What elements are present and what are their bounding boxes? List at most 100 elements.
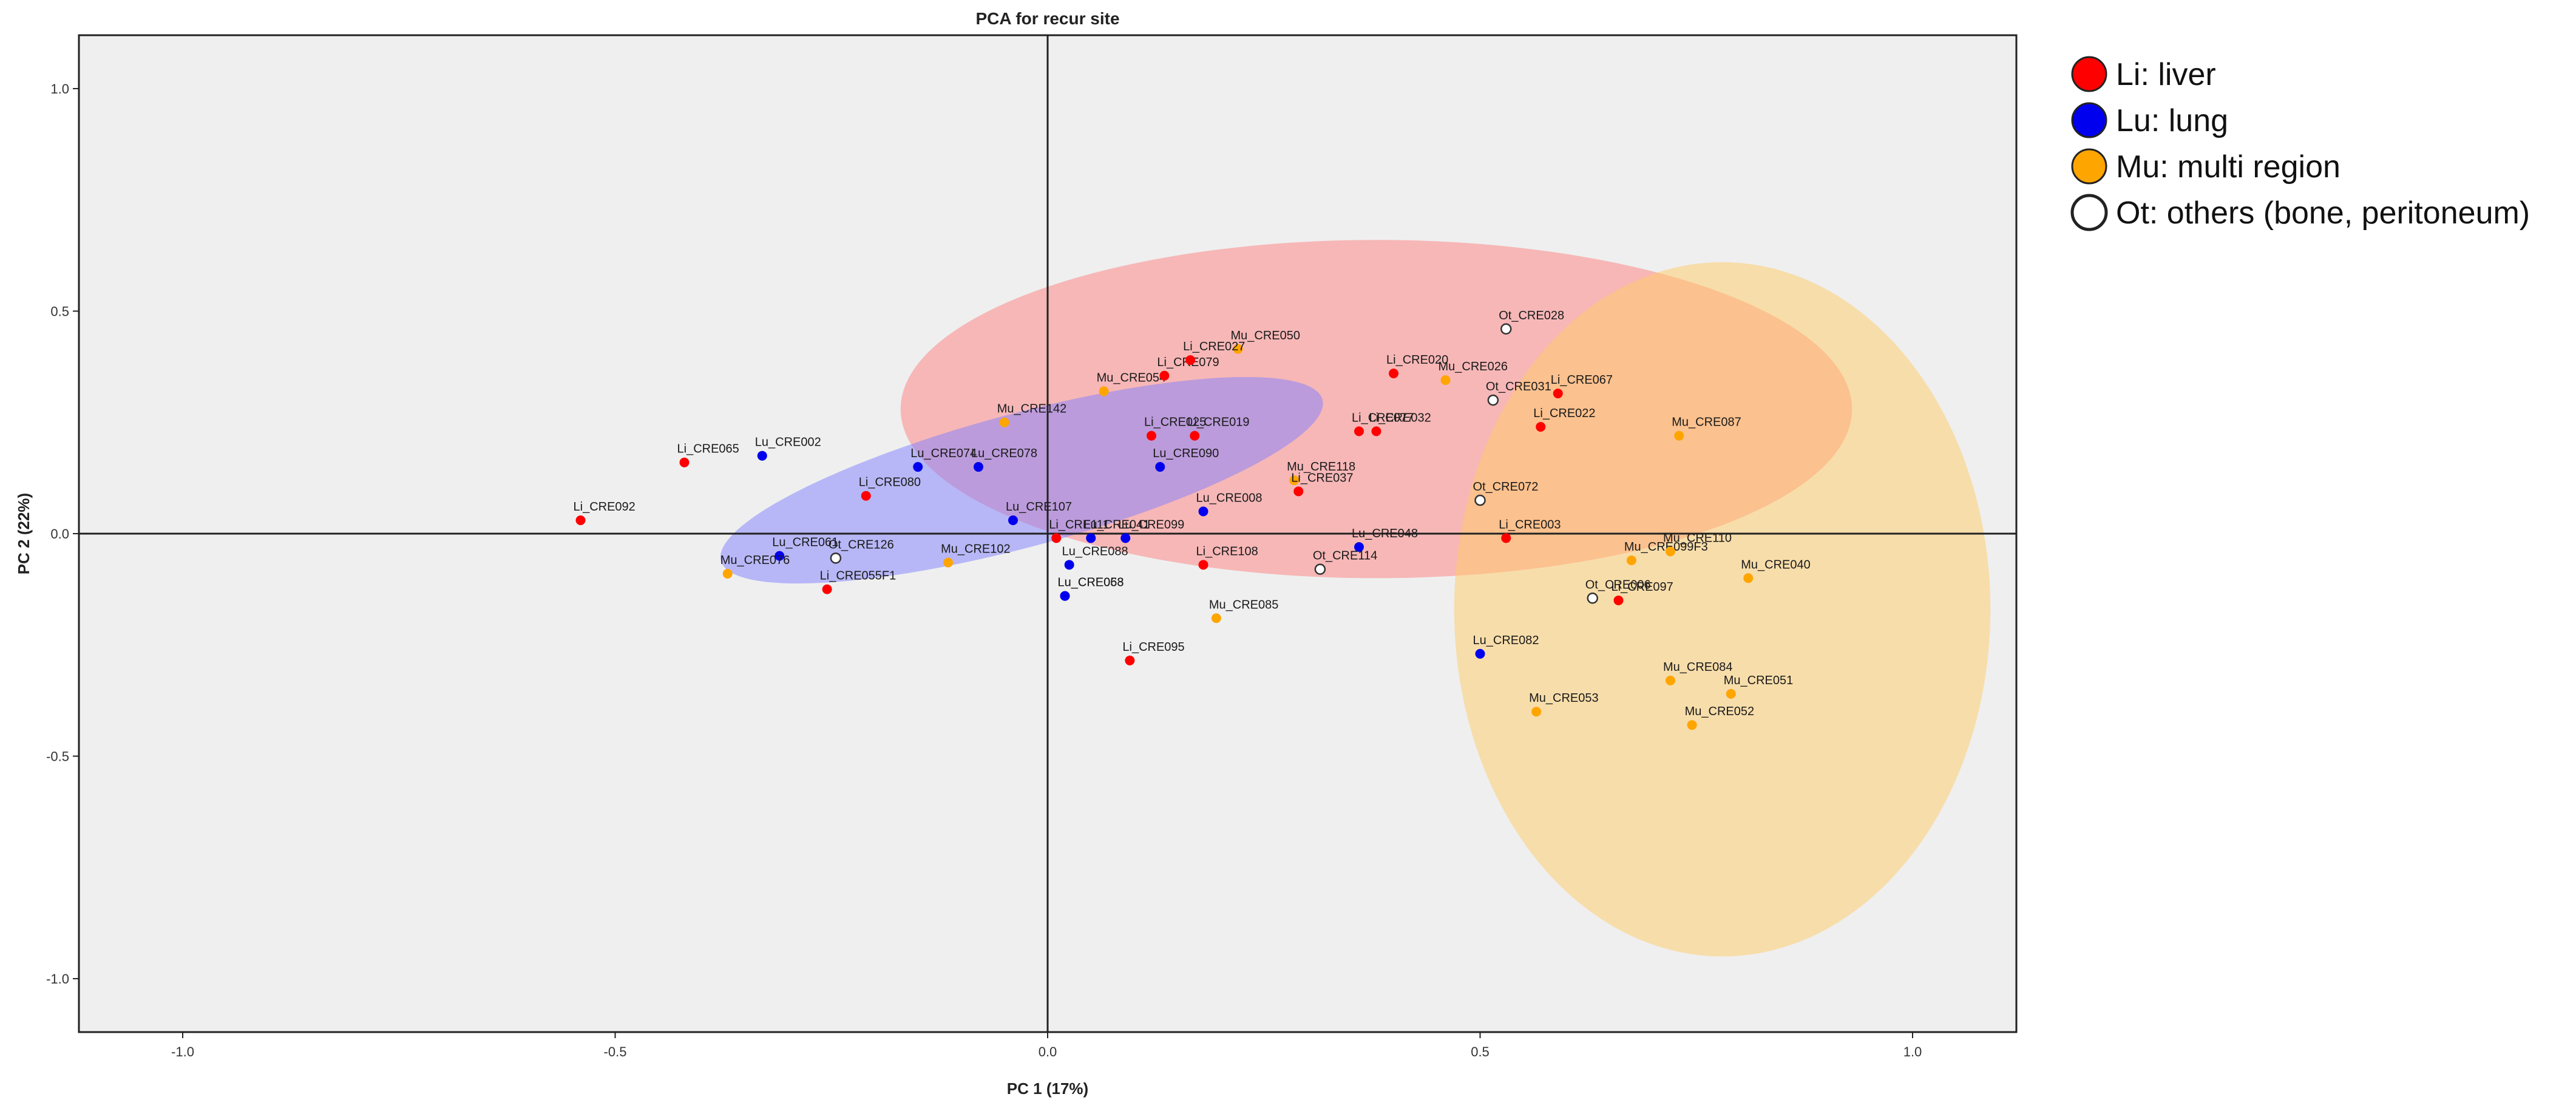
data-point <box>1099 386 1109 396</box>
point-label: Mu_CRE051 <box>1724 674 1794 687</box>
data-point <box>1674 430 1684 441</box>
reference-lines <box>79 35 2016 1032</box>
legend-marker-Li <box>2071 56 2107 92</box>
point-label: Mu_CRE050 <box>1231 329 1301 342</box>
point-label: Lu_CRE107 <box>1006 500 1072 514</box>
data-point <box>1531 707 1542 717</box>
data-point <box>1687 720 1697 730</box>
point-label: Mu_CRE102 <box>941 543 1011 556</box>
point-label: Mu_CRE076 <box>720 554 790 567</box>
point-label: Mu_CRE084 <box>1663 661 1733 674</box>
point-label: Mu_CRE054 <box>1097 371 1167 384</box>
point-label: Mu_CRE099F3 <box>1624 540 1708 554</box>
point-label: Lu_CRE088 <box>1062 545 1128 558</box>
data-point <box>1008 515 1018 526</box>
data-point <box>1487 394 1499 406</box>
data-point <box>1354 426 1364 437</box>
data-point <box>1501 533 1511 543</box>
point-label: Li_CRE092 <box>574 500 636 514</box>
data-point <box>774 551 785 561</box>
data-point <box>1613 595 1624 605</box>
data-point <box>1371 426 1381 437</box>
point-label: Lu_CRE061 <box>772 536 838 549</box>
x-tick-label: 0.5 <box>1471 1044 1490 1059</box>
y-tick-label: -0.5 <box>46 749 69 764</box>
data-point <box>943 557 954 568</box>
point-label: Lu_CRE008 <box>1196 491 1263 505</box>
legend: Li: liver Lu: lung Mu: multi region Ot: oth… <box>2070 56 2530 231</box>
point-label: Li_CRE080 <box>859 476 921 489</box>
point-label: Lu_CRE063 <box>1058 576 1124 589</box>
point-label: Li_CRE027 <box>1183 340 1245 353</box>
data-point <box>1060 591 1070 601</box>
point-label: Mu_CRE142 <box>997 403 1067 416</box>
data-point <box>830 552 842 564</box>
data-point <box>1500 323 1512 335</box>
axis-ticks: -1.0 -0.5 0.0 0.5 1.0 1.0 0.5 0.0 -0.5 -1.0 <box>46 81 1922 1059</box>
point-label: Li_CRE003 <box>1499 518 1561 531</box>
point-label: Li_CRE055F1 <box>820 569 897 583</box>
point-label: Ot_CRE031 <box>1486 380 1551 393</box>
x-tick-label: -1.0 <box>171 1044 194 1059</box>
point-label: Mu_CRE052 <box>1685 705 1755 718</box>
point-label: Lu_CRE048 <box>1352 527 1418 540</box>
data-point <box>1475 648 1485 659</box>
point-label: Lu_CRE082 <box>1473 634 1539 647</box>
data-point <box>861 491 871 501</box>
point-label: Mu_CRE040 <box>1741 558 1811 571</box>
point-label: Mu_CRE110 <box>1663 531 1732 545</box>
data-point <box>1389 369 1398 379</box>
legend-marker-Ot <box>2070 194 2108 231</box>
data-point <box>1147 430 1156 441</box>
point-label: Mu_CRE118 <box>1287 460 1355 474</box>
data-point <box>1211 613 1221 623</box>
point-label: Lu_CRE074 <box>910 447 977 460</box>
data-point <box>757 450 767 461</box>
data-point <box>999 417 1009 427</box>
data-point <box>1155 462 1165 472</box>
point-label: Li_CRE108 <box>1196 545 1258 558</box>
data-point <box>1190 430 1200 441</box>
data-point <box>1159 370 1170 381</box>
data-point <box>1666 675 1675 685</box>
data-point <box>1354 542 1364 552</box>
legend-label-Li: Li: liver <box>2116 57 2216 92</box>
point-label: Ot_CRE006 <box>1585 578 1651 591</box>
x-tick-label: 0.0 <box>1039 1044 1057 1059</box>
data-point <box>1198 560 1208 570</box>
data-point <box>1743 573 1754 583</box>
ellipse-layer <box>720 240 1991 957</box>
data-point <box>1293 486 1304 497</box>
point-label: Mu_CRE087 <box>1672 416 1741 429</box>
data-point <box>1064 560 1074 570</box>
data-point <box>1536 422 1546 432</box>
x-axis-title: PC 1 (17%) <box>1007 1079 1088 1098</box>
point-label: Ot_CRE126 <box>829 538 894 551</box>
y-tick-label: 0.5 <box>50 304 69 319</box>
data-point <box>1666 546 1675 557</box>
data-point <box>1289 475 1300 486</box>
data-point <box>913 462 923 472</box>
point-label: Li_CRE111 <box>1049 518 1109 531</box>
point-label: Li_CRE025 <box>1144 416 1206 429</box>
data-point <box>1314 563 1326 575</box>
point-label: Ot_CRE028 <box>1499 309 1564 322</box>
point-label: Mu_CRE085 <box>1209 598 1279 611</box>
data-point <box>822 584 832 594</box>
point-label: Li_CRE097 <box>1612 580 1673 594</box>
point-label: Li_CRE067 <box>1551 373 1613 387</box>
point-label: Mu_CRE053 <box>1529 691 1599 705</box>
legend-label-Ot: Ot: others (bone, peritoneum) <box>2116 195 2530 231</box>
y-tick-label: 0.0 <box>50 526 69 542</box>
legend-marker-Lu <box>2071 102 2107 138</box>
ellipse-Mu <box>1454 262 1991 957</box>
x-tick-label: -0.5 <box>604 1044 627 1059</box>
point-label: Li_CRE077 <box>1352 411 1414 424</box>
point-label: Lu_CRE041 <box>1083 518 1150 531</box>
data-point <box>1120 533 1131 543</box>
point-label: Lu_CRE078 <box>971 447 1037 460</box>
legend-label-Lu: Lu: lung <box>2116 103 2228 138</box>
